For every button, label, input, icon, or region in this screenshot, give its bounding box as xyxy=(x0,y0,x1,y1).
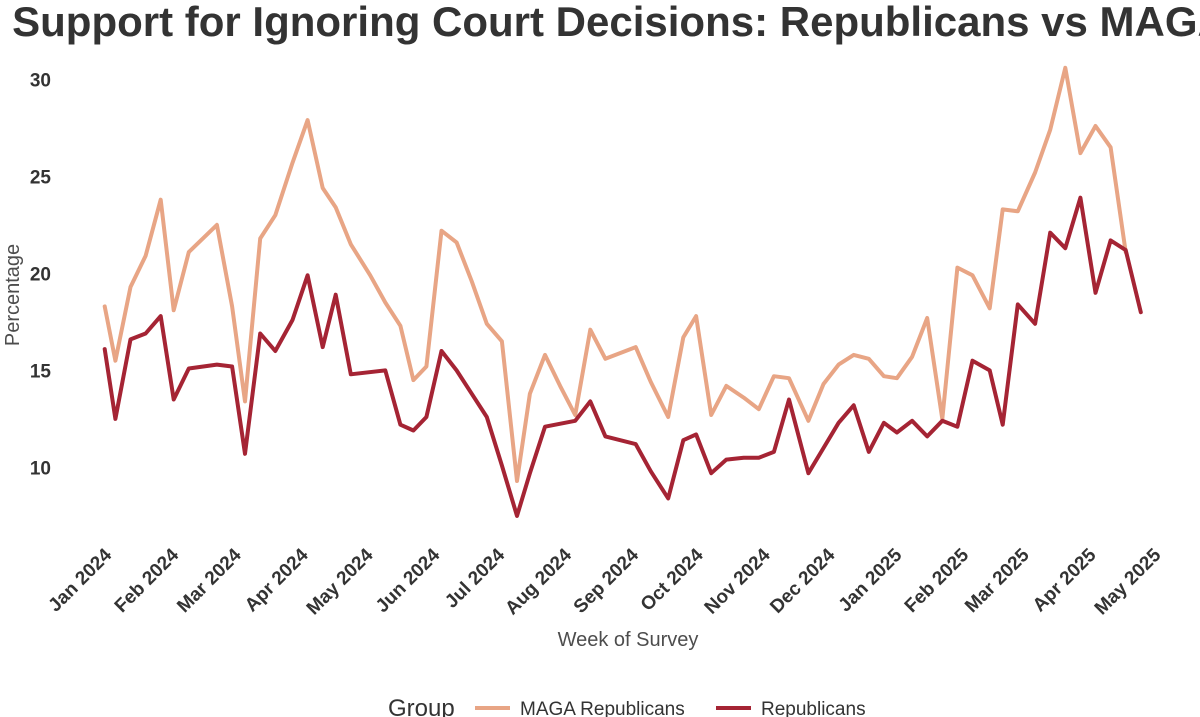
x-tick-label: Mar 2024 xyxy=(173,544,246,617)
x-axis-label: Week of Survey xyxy=(558,629,699,651)
y-tick-label: 20 xyxy=(30,264,51,285)
y-axis-ticks: 10 15 20 25 30 xyxy=(30,70,52,479)
x-tick-label: Jun 2024 xyxy=(372,544,445,617)
y-tick-label: 15 xyxy=(30,361,52,382)
x-tick-label: Feb 2024 xyxy=(111,544,184,617)
x-tick-label: Aug 2024 xyxy=(501,544,576,619)
legend-label-republicans: Republicans xyxy=(761,699,866,717)
series-line-republicans xyxy=(102,195,1143,518)
y-axis-label: Percentage xyxy=(2,244,24,346)
x-tick-label: Jan 2024 xyxy=(45,544,117,616)
x-tick-label: Jan 2025 xyxy=(835,544,907,616)
series-line-maga-republicans xyxy=(102,65,1128,483)
y-tick-label: 25 xyxy=(30,167,52,188)
x-tick-label: May 2024 xyxy=(303,544,378,619)
x-tick-label: Mar 2025 xyxy=(961,544,1034,617)
x-tick-label: Oct 2024 xyxy=(637,544,708,615)
series-lines xyxy=(102,65,1143,518)
x-tick-label: Sep 2024 xyxy=(570,544,643,617)
x-tick-label: Nov 2024 xyxy=(701,544,775,618)
legend-title: Group xyxy=(388,695,455,717)
x-tick-label: Jul 2024 xyxy=(441,544,509,612)
x-tick-label: Dec 2024 xyxy=(766,544,839,617)
x-tick-label: Feb 2025 xyxy=(901,544,974,617)
y-tick-label: 30 xyxy=(30,70,51,91)
legend: Group MAGA Republicans Republicans xyxy=(388,695,866,717)
y-tick-label: 10 xyxy=(30,458,51,479)
legend-label-maga-republicans: MAGA Republicans xyxy=(520,699,685,717)
x-tick-label: Apr 2025 xyxy=(1029,544,1101,616)
chart-title: Support for Ignoring Court Decisions: Re… xyxy=(12,0,1200,45)
x-tick-label: Apr 2024 xyxy=(241,544,313,616)
x-tick-label: May 2025 xyxy=(1091,544,1166,619)
